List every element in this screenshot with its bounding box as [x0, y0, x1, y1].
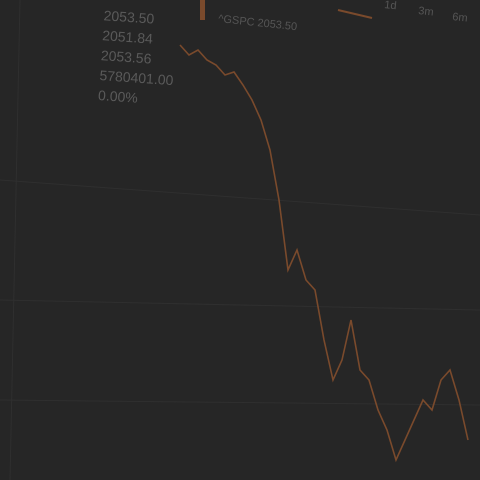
price-line [179, 44, 469, 463]
stat: 2053.50 [103, 7, 155, 27]
range-button[interactable]: 1d [384, 0, 397, 12]
legend-swatch [200, 0, 205, 20]
legend-line [337, 9, 373, 19]
range-button[interactable]: 3m [418, 5, 434, 19]
grid-line [0, 179, 480, 216]
range-button[interactable]: 6m [452, 11, 468, 25]
grid-line [0, 299, 480, 311]
stats-panel: 2053.50 2051.84 2053.56 5780401.00 0.00% [98, 7, 175, 106]
grid-line [9, 0, 21, 480]
stat: 0.00% [98, 87, 139, 106]
grid-line [0, 399, 480, 406]
stat: 2053.56 [100, 47, 152, 67]
legend-label: ^GSPC 2053.50 [218, 13, 298, 33]
stat: 5780401.00 [99, 67, 174, 88]
stat: 2051.84 [102, 27, 154, 47]
